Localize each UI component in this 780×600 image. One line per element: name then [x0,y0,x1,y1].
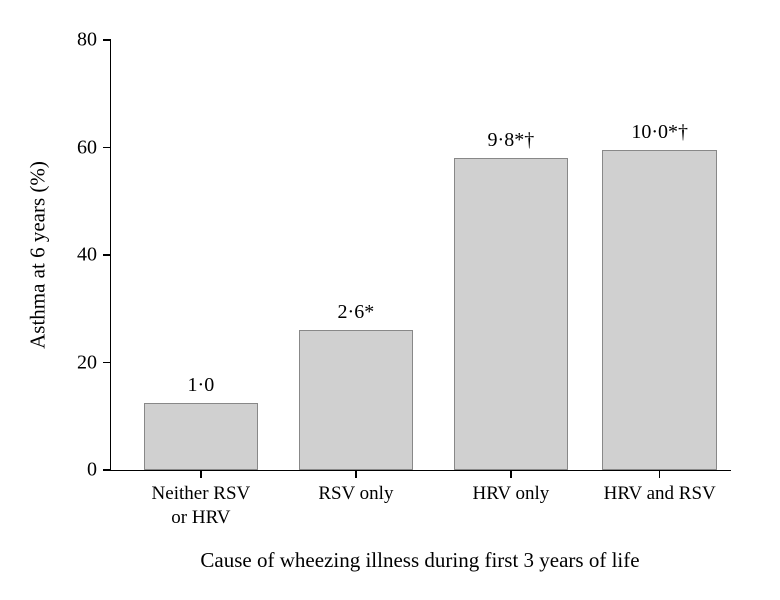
bar-annotation: 9·8*† [488,129,535,152]
y-tick-label: 60 [77,136,97,159]
y-tick-label: 20 [77,351,97,374]
bar [144,403,259,470]
bar [602,150,717,470]
x-tick-label: HRV only [473,482,550,506]
x-tick [355,470,357,478]
asthma-bar-chart: 0 20 40 60 80 Neither RSV or HRV RSV only HRV o… [0,0,780,600]
bar [454,158,569,470]
x-tick-label: RSV only [318,482,393,506]
bar-annotation: 10·0*† [631,121,688,144]
bar [299,330,414,470]
y-tick [103,254,111,256]
y-tick [103,362,111,364]
x-tick [510,470,512,478]
x-tick-label: Neither RSV or HRV [152,482,251,530]
y-tick-label: 80 [77,29,97,52]
x-tick [659,470,661,478]
y-tick-label: 40 [77,244,97,267]
y-tick-label: 0 [87,459,97,482]
y-tick [103,39,111,41]
x-tick [200,470,202,478]
x-axis-title: Cause of wheezing illness during first 3… [200,548,639,573]
y-axis-title: Asthma at 6 years (%) [26,161,51,349]
y-tick [103,147,111,149]
plot-area: 020406080Neither RSV or HRVRSV onlyHRV o… [110,40,731,471]
bar-annotation: 1·0 [188,374,215,397]
x-tick-label: HRV and RSV [604,482,716,506]
y-tick [103,469,111,471]
bar-annotation: 2·6* [338,301,375,324]
